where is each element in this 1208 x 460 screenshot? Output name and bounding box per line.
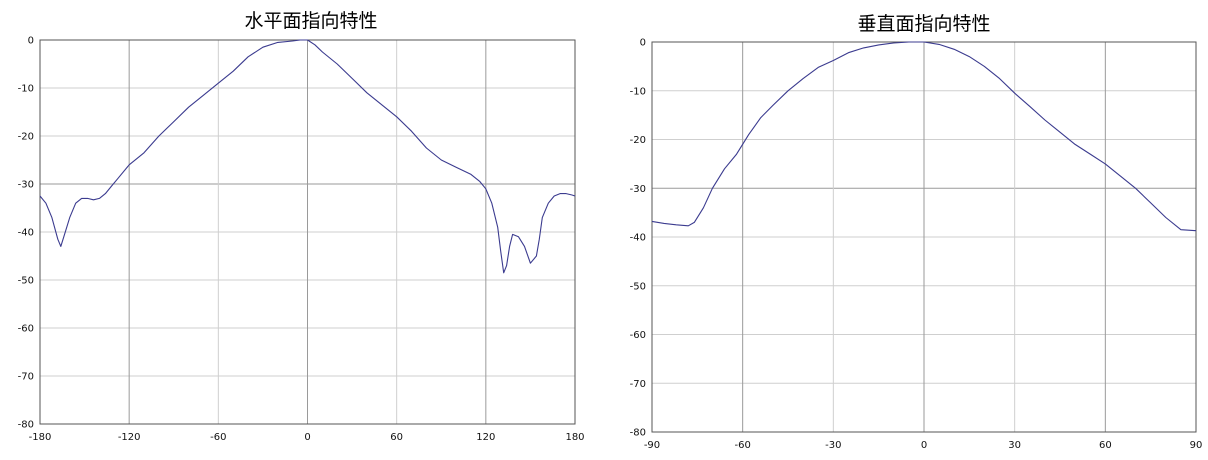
y-tick-label: -60	[630, 330, 646, 341]
y-tick-label: -20	[18, 132, 34, 143]
y-tick-label: 0	[28, 36, 34, 47]
x-tick-label: 180	[565, 432, 584, 443]
series-line	[651, 41, 1197, 232]
x-tick-label: -90	[644, 440, 660, 451]
chart-title: 水平面指向特性	[244, 10, 377, 32]
y-tick-label: -50	[630, 281, 646, 292]
horizontal-directivity-chart: 水平面指向特性 0 -10 -20 -30 -40 -50 -60 -70 -80-180 -120…	[18, 10, 585, 443]
x-tick-label: 90	[1190, 440, 1203, 451]
y-tick-label: -20	[630, 135, 646, 146]
y-tick-label: -80	[630, 428, 646, 439]
x-tick-label: 0	[304, 432, 310, 443]
y-tick-label: -10	[630, 86, 646, 97]
y-tick-label: -70	[630, 379, 646, 390]
x-tick-label: 60	[390, 432, 403, 443]
x-tick-label: -120	[118, 432, 141, 443]
y-tick-label: -30	[630, 184, 646, 195]
x-tick-label: 0	[921, 440, 927, 451]
vertical-directivity-chart: 垂直面指向特性 0 -10 -20 -30 -40 -50 -60 -70 -80-90 -60 -3…	[630, 13, 1203, 451]
y-tick-label: -30	[18, 180, 34, 191]
x-tick-label: 120	[476, 432, 495, 443]
y-tick-label: -10	[18, 84, 34, 95]
x-tick-label: -60	[734, 440, 750, 451]
y-tick-label: -60	[18, 324, 34, 335]
x-tick-label: -30	[825, 440, 841, 451]
y-tick-label: 0	[640, 38, 646, 49]
x-tick-label: 60	[1099, 440, 1112, 451]
x-tick-label: -180	[29, 432, 52, 443]
y-tick-label: -50	[18, 276, 34, 287]
y-tick-label: -40	[630, 233, 646, 244]
x-tick-label: 30	[1008, 440, 1021, 451]
y-tick-label: -70	[18, 372, 34, 383]
y-tick-label: -40	[18, 228, 34, 239]
x-tick-label: -60	[210, 432, 226, 443]
series-line	[39, 39, 576, 274]
y-tick-label: -80	[18, 420, 34, 431]
chart-title: 垂直面指向特性	[857, 13, 990, 35]
